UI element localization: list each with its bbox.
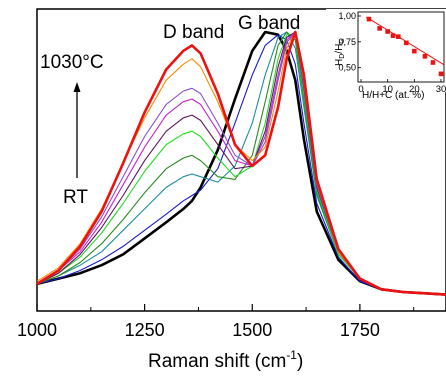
x-tick-label-1750: 1750 [340,320,380,340]
spectra-series-group [36,30,446,296]
inset-data-group [366,16,444,77]
spectrum-line-5 [36,34,446,296]
x-tick-label-1250: 1250 [125,320,165,340]
g-band-label: G band [238,13,300,34]
x-tick-label-1500: 1500 [232,320,272,340]
temperature-arrow [73,82,81,178]
main-plot-frame [36,8,446,312]
spectrum-line-10 [36,30,446,296]
inset-data-point-9 [430,60,436,65]
top-temperature-label: 1030°C [40,52,104,73]
inset-data-point-6 [404,40,409,46]
spectrum-line-2 [36,34,446,296]
inset-data-point-5 [396,34,401,39]
x-axis-label: Raman shift (cm-1) [148,348,303,372]
inset-x-tick-label-0: 0 [358,84,363,95]
x-axis-ticks: 1000 1250 1500 1750 [17,304,415,340]
inset-chart: 0 10 20 30 0,50 0,75 1,00 H/H+C (at. %) HD/HG [326,9,446,101]
inset-data-point-8 [422,54,428,59]
inset-x-tick-label-30: 30 [436,84,446,95]
d-band-label: D band [163,22,224,43]
inset-y-tick-label-2: 1,00 [338,11,356,21]
x-tick-label-1000: 1000 [17,320,57,340]
inset-data-point-2 [377,26,382,31]
inset-y-tick-label-0: 0,50 [338,63,356,73]
inset-x-axis-label: H/H+C (at. %) [362,90,425,101]
inset-data-point-10 [438,71,444,77]
bottom-temperature-label: RT [63,187,88,208]
inset-data-point-4 [390,33,396,38]
inset-axis-ticks: 0 10 20 30 0,50 0,75 1,00 [338,11,446,95]
inset-frame [357,11,445,83]
inset-y-tick-label-1: 0,75 [338,37,356,47]
inset-data-point-1 [366,16,372,22]
inset-x-tick-label-20: 20 [409,84,420,95]
inset-y-axis-label: HD/HG [334,38,346,66]
spectrum-line-1 [36,30,446,296]
inset-data-point-7 [412,48,417,54]
inset-data-point-3 [385,29,390,34]
inset-x-tick-label-10: 10 [382,84,393,95]
